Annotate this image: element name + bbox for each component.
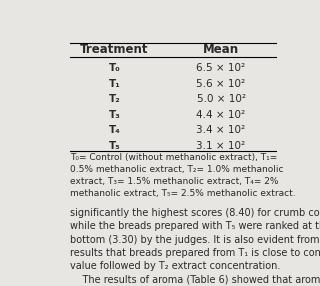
Text: T₅: T₅	[108, 140, 120, 150]
Text: 3.4 × 10²: 3.4 × 10²	[196, 125, 246, 135]
Text: 4.4 × 10²: 4.4 × 10²	[196, 110, 246, 120]
Text: 6.5 × 10²: 6.5 × 10²	[196, 63, 246, 74]
Text: T₄: T₄	[108, 125, 120, 135]
Text: T₃: T₃	[108, 110, 120, 120]
Text: 5.6 × 10²: 5.6 × 10²	[196, 79, 246, 89]
Text: 5.0 × 10²: 5.0 × 10²	[196, 94, 245, 104]
Text: Mean: Mean	[203, 43, 239, 56]
Text: T₀= Control (without methanolic extract), T₁=
0.5% methanolic extract, T₂= 1.0% : T₀= Control (without methanolic extract)…	[70, 153, 295, 198]
Text: Treatment: Treatment	[80, 43, 149, 56]
Text: T₂: T₂	[108, 94, 120, 104]
Text: T₀: T₀	[108, 63, 120, 74]
Text: significantly the highest scores (8.40) for crumb color
while the breads prepare: significantly the highest scores (8.40) …	[70, 208, 320, 284]
Text: 3.1 × 10²: 3.1 × 10²	[196, 140, 246, 150]
Text: T₁: T₁	[108, 79, 120, 89]
